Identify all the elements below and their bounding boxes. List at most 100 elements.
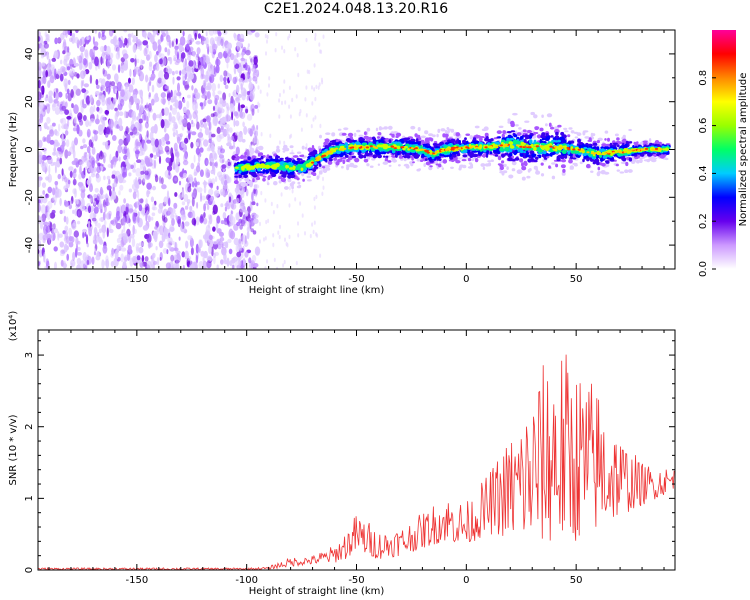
noise-speckle xyxy=(252,76,258,82)
ridge-speckle xyxy=(284,147,290,152)
noise-speckle xyxy=(74,247,78,258)
noise-speckle xyxy=(166,34,171,43)
ridge-speckle xyxy=(418,168,421,171)
ridge-speckle xyxy=(303,155,307,158)
noise-speckle xyxy=(254,32,260,38)
ridge-speckle xyxy=(289,145,294,149)
ridge-speckle xyxy=(560,164,566,169)
ridge-speckle xyxy=(596,140,600,144)
noise-speckle xyxy=(173,102,178,107)
ridge-speckle xyxy=(510,120,515,126)
noise-speckle xyxy=(239,244,243,252)
noise-speckle xyxy=(289,114,292,119)
noise-speckle xyxy=(206,68,213,76)
ridge-speckle xyxy=(470,163,474,168)
noise-speckle xyxy=(204,181,207,188)
noise-speckle xyxy=(163,217,168,223)
noise-speckle xyxy=(128,101,132,110)
noise-speckle xyxy=(150,216,154,221)
noise-speckle xyxy=(203,56,206,65)
noise-speckle xyxy=(63,237,67,242)
noise-speckle xyxy=(257,85,260,90)
noise-speckle xyxy=(54,194,57,203)
noise-speckle xyxy=(239,77,245,87)
noise-speckle xyxy=(125,84,129,90)
noise-speckle xyxy=(201,36,207,42)
ridge-speckle xyxy=(525,162,528,166)
noise-speckle xyxy=(216,126,221,134)
ridge-speckle xyxy=(372,154,378,159)
noise-speckle xyxy=(217,146,221,150)
noise-speckle xyxy=(206,43,210,50)
ridge-speckle xyxy=(525,154,530,158)
noise-speckle xyxy=(244,71,248,80)
noise-speckle xyxy=(111,174,116,179)
noise-speckle xyxy=(186,100,190,109)
noise-speckle xyxy=(197,155,201,163)
noise-speckle xyxy=(189,113,192,121)
noise-speckle xyxy=(152,203,156,211)
noise-speckle xyxy=(191,131,197,136)
noise-speckle xyxy=(228,196,232,203)
noise-speckle xyxy=(283,259,286,265)
ridge-speckle xyxy=(522,129,527,132)
ridge-speckle xyxy=(545,123,548,127)
noise-speckle xyxy=(163,126,167,133)
noise-speckle xyxy=(195,254,199,264)
noise-speckle xyxy=(43,162,47,167)
noise-speckle xyxy=(49,75,55,84)
noise-speckle xyxy=(61,124,67,130)
noise-speckle xyxy=(129,68,132,77)
noise-speckle xyxy=(313,196,316,202)
noise-speckle xyxy=(254,214,259,219)
noise-speckle xyxy=(151,212,156,217)
noise-speckle xyxy=(82,103,87,109)
noise-speckle xyxy=(281,100,283,106)
ridge-speckle xyxy=(238,174,243,178)
noise-speckle xyxy=(100,189,103,196)
noise-speckle xyxy=(265,51,267,56)
noise-speckle xyxy=(218,154,225,159)
ridge-speckle xyxy=(550,135,554,138)
noise-speckle xyxy=(252,263,259,268)
noise-speckle xyxy=(267,218,270,224)
noise-speckle xyxy=(45,176,50,181)
ridge-speckle xyxy=(306,175,312,179)
noise-speckle xyxy=(118,138,124,146)
noise-speckle xyxy=(320,49,323,54)
noise-speckle xyxy=(297,233,300,238)
noise-speckle xyxy=(212,240,218,245)
noise-speckle xyxy=(57,147,62,152)
noise-speckle xyxy=(136,255,141,261)
noise-speckle xyxy=(71,160,77,165)
noise-speckle xyxy=(234,131,240,136)
ridge-speckle xyxy=(346,165,350,171)
noise-speckle xyxy=(103,175,106,181)
noise-speckle xyxy=(137,176,141,183)
noise-speckle xyxy=(182,264,185,269)
noise-speckle xyxy=(192,111,197,120)
noise-speckle xyxy=(305,113,308,118)
ridge-speckle xyxy=(642,140,648,143)
noise-speckle xyxy=(282,89,285,94)
noise-speckle xyxy=(299,201,302,206)
ridge-speckle xyxy=(325,132,331,135)
noise-speckle xyxy=(220,203,224,208)
ridge-speckle xyxy=(555,131,559,136)
noise-speckle xyxy=(116,237,121,244)
noise-speckle xyxy=(274,48,277,53)
noise-speckle xyxy=(256,249,259,255)
noise-speckle xyxy=(158,240,164,249)
noise-speckle xyxy=(181,188,185,198)
ridge-speckle xyxy=(410,125,416,130)
noise-speckle xyxy=(94,90,100,96)
ridge-speckle xyxy=(403,157,407,162)
noise-speckle xyxy=(273,257,276,263)
noise-speckle xyxy=(59,197,62,207)
ridge-speckle xyxy=(572,154,576,158)
noise-speckle xyxy=(168,197,171,207)
noise-speckle xyxy=(86,36,90,41)
noise-speckle xyxy=(230,53,235,61)
noise-speckle xyxy=(173,202,178,209)
